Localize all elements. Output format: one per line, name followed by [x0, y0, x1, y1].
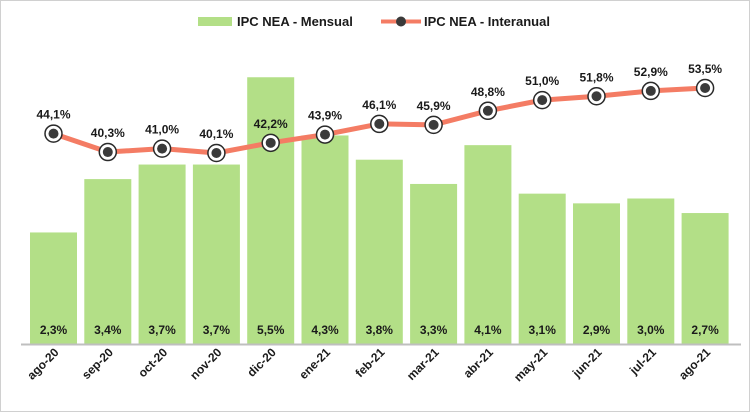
bar-label-oct-20: 3,7%	[148, 323, 176, 337]
line-marker-core-feb-21	[374, 118, 385, 129]
line-marker-core-may-21	[537, 95, 548, 106]
bar-mar-21	[410, 183, 458, 344]
line-label-oct-20: 41,0%	[145, 123, 179, 137]
line-label-nov-20: 40,1%	[199, 127, 233, 141]
line-marker-core-abr-21	[482, 105, 493, 116]
line-label-abr-21: 48,8%	[471, 85, 505, 99]
bar-label-mar-21: 3,3%	[420, 323, 448, 337]
line-marker-core-jun-21	[591, 91, 602, 102]
bar-label-jul-21: 3,0%	[637, 323, 665, 337]
x-tick-label-nov-20: nov-20	[187, 345, 224, 382]
bar-label-feb-21: 3,8%	[366, 323, 394, 337]
bar-ago-20	[30, 232, 77, 344]
bar-jun-21	[573, 203, 620, 344]
bar-ago-21	[681, 213, 729, 344]
line-label-may-21: 51,0%	[525, 74, 559, 88]
line-label-feb-21: 46,1%	[362, 98, 396, 112]
line-marker-core-oct-20	[157, 143, 168, 154]
bar-label-dic-20: 5,5%	[257, 323, 285, 337]
line-marker-core-ago-21	[700, 83, 711, 94]
line-label-sep-20: 40,3%	[91, 126, 125, 140]
x-tick-label-oct-20: oct-20	[135, 345, 170, 380]
line-label-ago-21: 53,5%	[688, 62, 722, 76]
x-tick-label-feb-21: feb-21	[353, 345, 388, 380]
legend-marker-interanual	[396, 16, 406, 27]
bar-label-sep-20: 3,4%	[94, 323, 122, 337]
line-marker-core-mar-21	[428, 119, 439, 130]
x-tick-label-ago-21: ago-21	[676, 345, 713, 382]
line-marker-core-ene-21	[320, 129, 330, 140]
line-label-jun-21: 51,8%	[579, 70, 613, 84]
x-tick-label-jun-21: jun-21	[569, 345, 605, 381]
bar-label-nov-20: 3,7%	[203, 323, 231, 337]
legend-label-mensual: IPC NEA - Mensual	[237, 14, 353, 29]
bar-label-ene-21: 4,3%	[311, 323, 339, 337]
line-label-mar-21: 45,9%	[417, 99, 451, 113]
bar-feb-21	[355, 159, 403, 344]
bar-label-ago-21: 2,7%	[691, 323, 719, 337]
x-tick-label-ene-21: ene-21	[296, 345, 333, 382]
legend: IPC NEA - Mensual IPC NEA - Interanual	[198, 14, 550, 29]
line-label-ago-20: 44,1%	[36, 108, 70, 122]
bar-label-may-21: 3,1%	[529, 323, 557, 337]
bar-oct-20	[138, 164, 186, 344]
x-tick-label-mar-21: mar-21	[404, 345, 442, 383]
line-marker-core-nov-20	[211, 148, 222, 158]
line-marker-core-sep-20	[102, 147, 113, 158]
bar-sep-20	[84, 179, 132, 344]
x-tick-label-sep-20: sep-20	[79, 345, 116, 382]
bar-label-ago-20: 2,3%	[40, 323, 68, 337]
bar-jul-21	[627, 198, 675, 344]
bar-label-jun-21: 2,9%	[583, 323, 611, 337]
bar-may-21	[518, 193, 566, 344]
line-marker-core-ago-20	[48, 128, 59, 139]
bar-nov-20	[192, 164, 240, 344]
x-tick-label-jul-21: jul-21	[626, 345, 659, 378]
bar-abr-21	[464, 145, 512, 344]
x-tick-label-may-21: may-21	[511, 345, 550, 384]
x-tick-label-abr-21: abr-21	[461, 345, 497, 381]
legend-label-interanual: IPC NEA - Interanual	[424, 14, 550, 29]
line-marker-core-dic-20	[265, 137, 276, 148]
bar-dic-20	[247, 77, 295, 344]
line-label-ene-21: 43,9%	[308, 109, 342, 123]
line-label-dic-20: 42,2%	[254, 117, 288, 131]
bar-ene-21	[301, 135, 349, 344]
bar-label-abr-21: 4,1%	[474, 323, 502, 337]
line-marker-core-jul-21	[645, 85, 656, 96]
x-tick-label-dic-20: dic-20	[244, 345, 279, 380]
line-label-jul-21: 52,9%	[634, 65, 668, 79]
legend-swatch-mensual	[198, 17, 232, 26]
x-tick-label-ago-20: ago-20	[24, 345, 61, 382]
